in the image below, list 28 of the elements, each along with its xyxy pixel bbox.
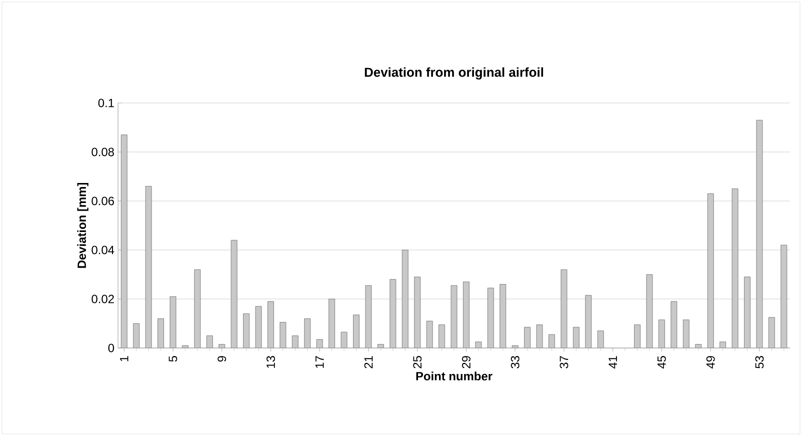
x-tick-label: 33 [510,356,520,368]
y-tick-label: 0.02 [92,294,114,304]
y-tick-label: 0 [108,344,114,352]
x-tick-label: 1 [120,356,128,362]
x-tick-label: 5 [168,356,178,362]
x-tick-label: 17 [316,356,324,368]
bar [243,313,250,348]
x-tick-label: 45 [658,356,666,369]
bar [353,314,360,348]
x-tick-label: 41 [608,356,617,369]
bar [768,317,775,348]
bar [268,301,274,348]
x-axis-title: Point number [416,372,492,380]
x-tick-label: 53 [755,356,764,368]
x-tick-label: 25 [413,356,422,368]
x-tick-label: 13 [266,356,275,368]
x-tick-label: 21 [364,356,373,368]
y-tick-label: 0.04 [92,246,114,254]
bar [328,298,336,348]
y-tick-label: 0.06 [92,196,114,206]
x-tick-label: 37 [560,356,568,368]
y-tick-label: 0.08 [92,148,114,156]
x-tick-label: 49 [706,356,715,369]
x-tick-label: 29 [462,356,470,368]
y-tick-label: 0.1 [98,98,114,108]
y-axis-title: Deviation [mm] [77,182,88,268]
chart-title: Deviation from original airfoil [364,67,544,80]
x-tick-label: 9 [218,356,226,362]
